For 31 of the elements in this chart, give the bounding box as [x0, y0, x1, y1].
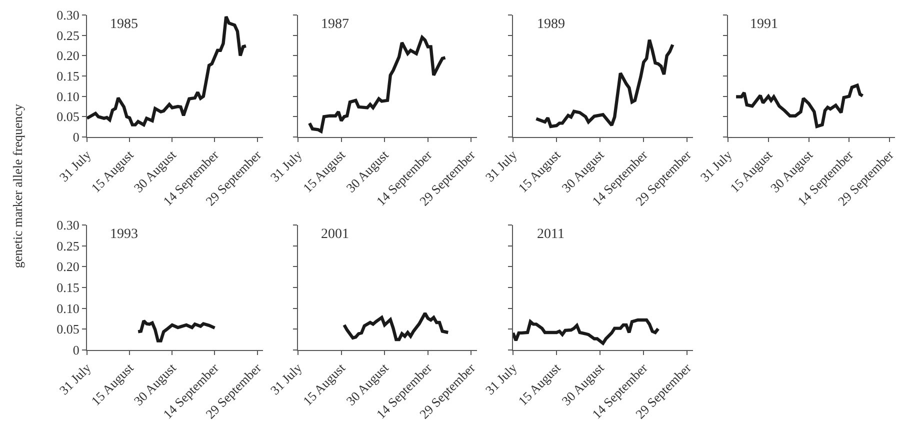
chart-title: 1989	[537, 17, 565, 32]
y-tick-label: 0.15	[56, 280, 80, 296]
y-tick-label: 0.15	[56, 68, 80, 84]
y-tick-label: 0	[72, 130, 80, 145]
x-tick-label: 31 July	[482, 360, 520, 398]
y-axis-title: genetic marker allele frequency	[10, 103, 25, 268]
x-tick-label: 31 July	[56, 146, 94, 185]
y-tick-label: 0.10	[56, 88, 80, 104]
x-tick-label: 31 July	[267, 360, 306, 398]
x-tick-label: 31 July	[267, 146, 306, 185]
y-tick-label: 0	[72, 342, 80, 358]
y-tick-label: 0.25	[56, 28, 80, 43]
y-tick-label: 0.30	[56, 8, 80, 23]
y-tick-label: 0.20	[56, 259, 80, 274]
x-tick-label: 31 July	[56, 360, 94, 398]
chart-title: 1985	[110, 17, 138, 32]
y-tick-label: 0.25	[56, 238, 80, 254]
y-tick-label: 0.10	[56, 300, 80, 316]
y-tick-label: 0.05	[56, 109, 80, 124]
chart-title: 1991	[750, 17, 778, 32]
y-tick-label: 0.30	[56, 218, 80, 233]
x-tick-label: 31 July	[482, 146, 520, 185]
line-series	[87, 15, 248, 126]
x-tick-label: 31 July	[697, 146, 736, 185]
y-tick-label: 0.05	[56, 322, 80, 337]
y-tick-label: 0.20	[56, 48, 80, 64]
chart-title: 1987	[321, 17, 349, 32]
line-series	[136, 319, 216, 342]
chart-title: 2001	[321, 227, 349, 242]
chart-title: 1993	[110, 227, 138, 242]
chart-title: 2011	[537, 227, 564, 242]
